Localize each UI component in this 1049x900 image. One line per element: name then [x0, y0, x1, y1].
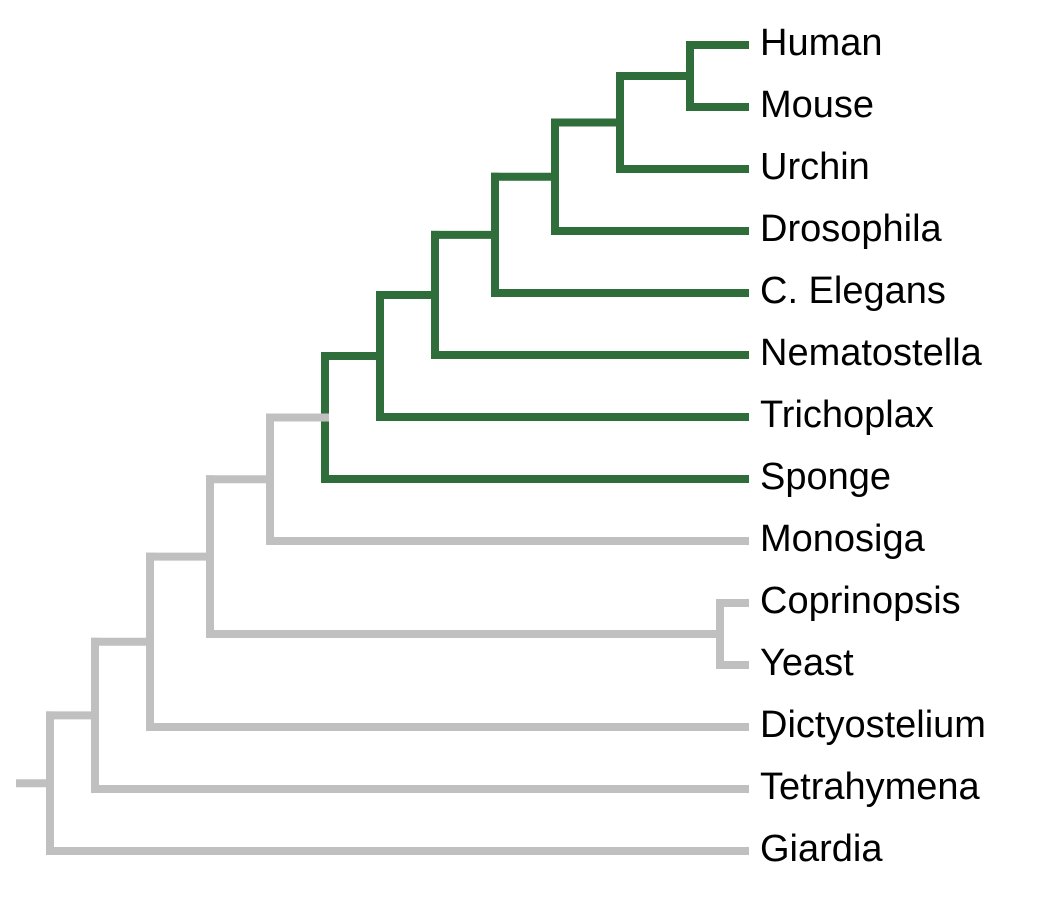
taxon-label: Trichoplax: [760, 394, 934, 436]
taxon-label: Coprinopsis: [760, 580, 961, 622]
taxon-label: Monosiga: [760, 518, 926, 560]
tree-container: Human Mouse Urchin Drosophila C. Elegans Nema…: [0, 0, 1049, 900]
taxon-label: Tetrahymena: [760, 766, 981, 808]
taxon-label: C. Elegans: [760, 270, 946, 312]
taxon-label: Yeast: [760, 642, 854, 684]
taxon-label: Dictyostelium: [760, 704, 986, 746]
phylogenetic-tree-svg: Human Mouse Urchin Drosophila C. Elegans Nema…: [0, 0, 1049, 900]
edges-group: [20, 45, 745, 851]
taxon-label: Human: [760, 22, 883, 64]
labels-group: Human Mouse Urchin Drosophila C. Elegans Nema…: [760, 22, 986, 870]
taxon-label: Sponge: [760, 456, 891, 498]
taxon-label: Mouse: [760, 84, 874, 126]
taxon-label: Drosophila: [760, 208, 943, 250]
taxon-label: Nematostella: [760, 332, 983, 374]
taxon-label: Urchin: [760, 146, 870, 188]
taxon-label: Giardia: [760, 828, 883, 870]
